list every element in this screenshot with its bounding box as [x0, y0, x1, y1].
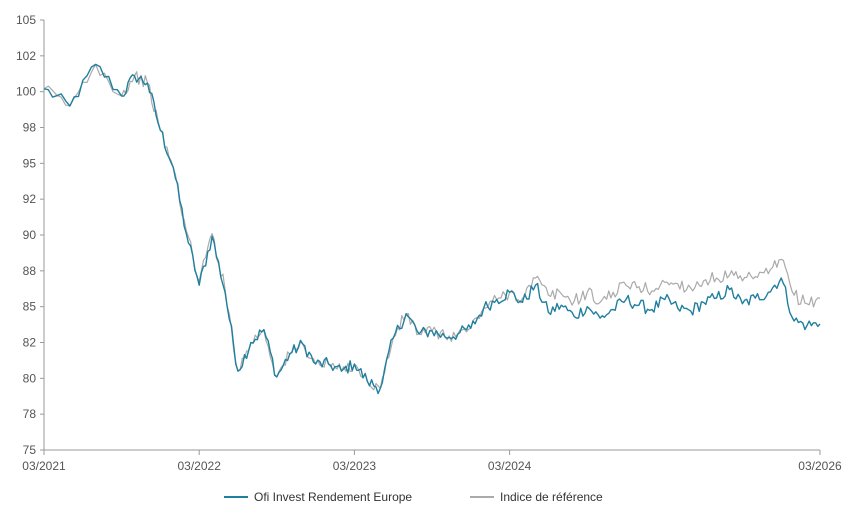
y-tick-label: 88 — [23, 264, 37, 278]
y-tick-label: 78 — [23, 407, 37, 421]
y-tick-label: 95 — [23, 156, 37, 170]
y-tick-label: 102 — [16, 49, 36, 63]
series-line-fund — [43, 63, 821, 395]
y-tick-label: 80 — [23, 371, 37, 385]
series-lines — [43, 63, 821, 395]
y-tick-label: 105 — [16, 13, 36, 27]
x-tick-label: 03/2021 — [22, 459, 66, 473]
y-tick-label: 82 — [23, 336, 37, 350]
legend-label: Indice de référence — [500, 490, 603, 504]
y-tick-label: 90 — [23, 228, 37, 242]
y-axis-ticks: 75 78 80 82 85 88 90 92 95 98 100 102 105 — [16, 13, 44, 457]
y-tick-label: 98 — [23, 121, 37, 135]
y-tick-label: 92 — [23, 192, 37, 206]
y-tick-label: 100 — [16, 85, 36, 99]
legend: Ofi Invest Rendement Europe Indice de réf… — [224, 490, 603, 504]
axes — [43, 20, 820, 451]
x-tick-label: 03/2024 — [488, 459, 532, 473]
series-line-benchmark — [43, 63, 821, 391]
y-tick-label: 75 — [23, 443, 37, 457]
x-tick-label: 03/2022 — [178, 459, 222, 473]
x-tick-label: 03/2026 — [798, 459, 842, 473]
legend-label: Ofi Invest Rendement Europe — [254, 490, 412, 504]
x-tick-label: 03/2023 — [333, 459, 377, 473]
y-tick-label: 85 — [23, 300, 37, 314]
x-axis-ticks: 03/2021 03/2022 03/2023 03/2024 03/2026 — [22, 450, 842, 473]
